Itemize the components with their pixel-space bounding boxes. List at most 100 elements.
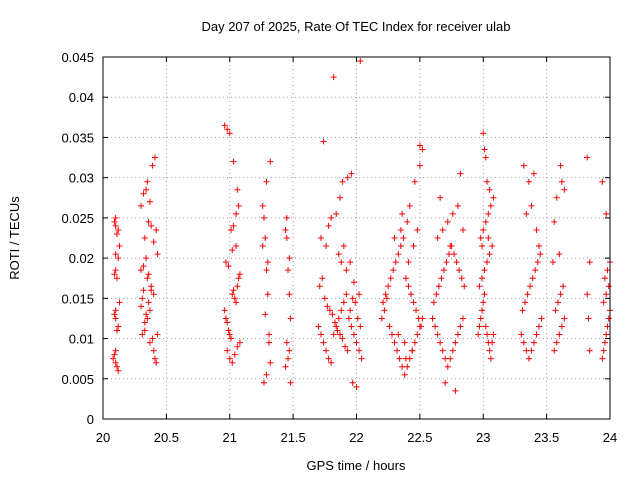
data-point <box>230 158 237 165</box>
data-point <box>139 295 146 302</box>
data-point <box>267 359 274 366</box>
data-point <box>387 275 394 282</box>
x-tick-label: 20.5 <box>154 430 179 445</box>
data-point <box>143 186 150 193</box>
data-point <box>236 271 243 278</box>
data-point <box>149 162 156 169</box>
data-point <box>442 379 449 386</box>
data-point <box>534 259 541 266</box>
data-point <box>416 142 423 149</box>
data-point <box>459 226 466 233</box>
x-tick-label: 21.5 <box>280 430 305 445</box>
data-point <box>480 226 487 233</box>
data-point <box>320 138 327 145</box>
data-point <box>457 323 464 330</box>
data-point <box>410 243 417 250</box>
data-point <box>112 315 119 322</box>
data-point <box>486 186 493 193</box>
data-point <box>112 267 119 274</box>
data-point <box>530 339 537 346</box>
data-point <box>228 226 235 233</box>
x-tick-label: 23.5 <box>534 430 559 445</box>
data-point <box>416 162 423 169</box>
data-point <box>287 315 294 322</box>
y-tick-label: 0.025 <box>61 211 94 226</box>
data-point <box>153 359 160 366</box>
data-point <box>383 295 390 302</box>
data-point <box>224 347 231 354</box>
data-point <box>229 291 236 298</box>
data-point <box>138 267 145 274</box>
data-point <box>396 355 403 362</box>
data-point <box>146 339 153 346</box>
data-point <box>401 371 408 378</box>
data-point <box>556 251 563 258</box>
data-point <box>558 178 565 185</box>
data-point <box>344 347 351 354</box>
data-point <box>408 291 415 298</box>
data-point <box>405 259 412 266</box>
data-point <box>329 311 336 318</box>
data-points <box>110 58 613 394</box>
data-point <box>144 178 151 185</box>
data-point <box>325 355 332 362</box>
data-point <box>419 146 426 153</box>
y-tick-label: 0.005 <box>61 372 94 387</box>
data-point <box>429 315 436 322</box>
data-point <box>337 331 344 338</box>
data-point <box>115 226 122 233</box>
data-point <box>476 323 483 330</box>
data-point <box>603 331 610 338</box>
data-point <box>551 218 558 225</box>
data-point <box>437 339 444 346</box>
data-point <box>560 283 567 290</box>
data-point <box>221 122 228 129</box>
data-point <box>340 299 347 306</box>
data-point <box>330 74 337 81</box>
data-point <box>456 267 463 274</box>
data-point <box>432 323 439 330</box>
data-point <box>348 170 355 177</box>
data-point <box>339 178 346 185</box>
data-point <box>286 255 293 262</box>
data-point <box>549 259 556 266</box>
data-point <box>112 307 119 314</box>
data-point <box>328 359 335 366</box>
data-point <box>486 347 493 354</box>
data-point <box>601 275 608 282</box>
data-point <box>482 218 489 225</box>
data-point <box>395 331 402 338</box>
data-point <box>586 347 593 354</box>
data-point <box>356 347 363 354</box>
data-point <box>318 235 325 241</box>
data-point <box>330 331 337 338</box>
data-point <box>404 218 411 225</box>
data-point <box>524 291 531 298</box>
data-point <box>605 315 612 322</box>
data-point <box>151 355 158 362</box>
data-point <box>399 210 406 217</box>
data-point <box>353 339 360 346</box>
data-point <box>234 343 241 350</box>
data-point <box>536 243 543 250</box>
data-point <box>437 194 444 201</box>
data-point <box>335 251 342 258</box>
data-point <box>356 291 363 298</box>
data-point <box>584 154 591 161</box>
data-point <box>323 347 330 354</box>
data-point <box>453 259 460 266</box>
data-point <box>487 202 494 209</box>
data-point <box>347 307 354 314</box>
data-point <box>557 291 564 298</box>
data-point <box>477 235 484 241</box>
data-point <box>225 263 232 270</box>
x-tick-label: 21 <box>223 430 237 445</box>
data-point <box>112 347 119 354</box>
data-point <box>285 355 292 362</box>
data-point <box>263 267 270 274</box>
data-point <box>139 331 146 338</box>
data-point <box>446 251 453 258</box>
data-point <box>110 355 117 362</box>
data-point <box>414 226 421 233</box>
data-point <box>287 379 294 386</box>
